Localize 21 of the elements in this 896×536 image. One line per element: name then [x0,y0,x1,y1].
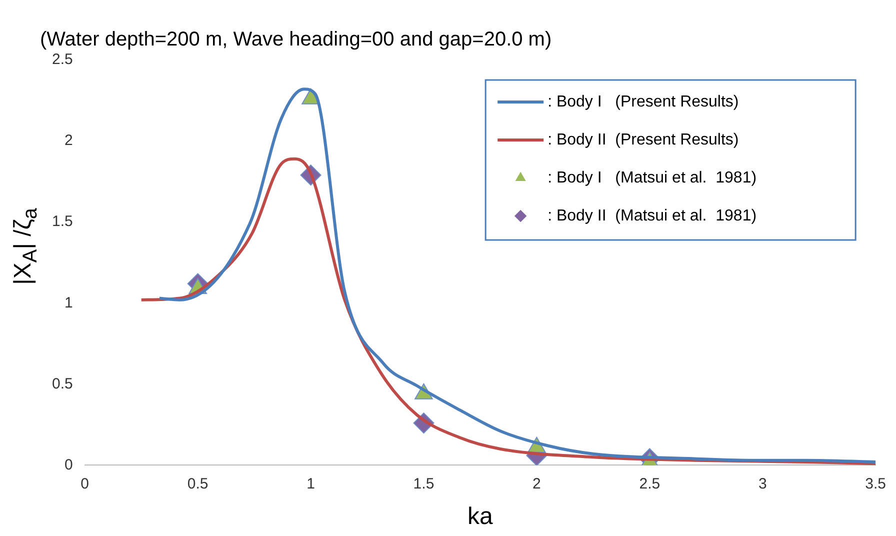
x-tick-label: 3.5 [865,475,886,492]
y-tick-label: 2.5 [52,51,73,68]
y-tick-label: 1 [64,294,73,312]
legend-label: : Body I (Matsui et al. 1981) [548,169,757,186]
chart-title: (Water depth=200 m, Wave heading=00 and gap=20.0 m) [40,28,552,51]
x-tick-label: 0.5 [187,475,208,492]
legend-label: : Body II (Present Results) [548,131,739,148]
y-tick-label: 0 [64,456,73,474]
y-tick-label: 2 [64,132,73,150]
y-tick-label: 0.5 [52,375,73,392]
legend-label: : Body II (Matsui et al. 1981) [548,207,757,224]
legend-label: : Body I (Present Results) [548,93,739,110]
x-tick-label: 2.5 [639,475,660,492]
x-axis-title: ka [468,503,494,530]
line-series [158,88,876,464]
x-tick-label: 0 [80,475,90,492]
x-tick-label: 3 [758,475,767,492]
y-tick-label: 1.5 [52,213,73,230]
x-tick-label: 2 [532,475,541,492]
x-tick-label: 1 [306,475,315,492]
x-tick-label: 1.5 [413,475,434,492]
